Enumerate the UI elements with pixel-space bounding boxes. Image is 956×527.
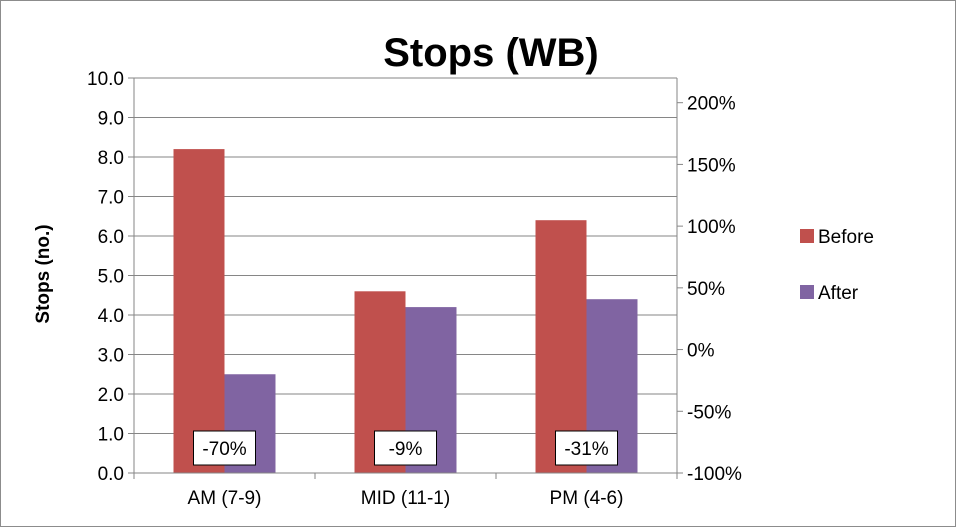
legend-swatch-after [800, 285, 814, 299]
percent-change-label: -9% [389, 439, 423, 460]
y-tick-label: 1.0 [98, 425, 124, 446]
plot-area: 0.0 1.0 2.0 3.0 4.0 5.0 6.0 7.0 8.0 9.0 10.0 -100% -… [87, 69, 742, 509]
legend: Before After [800, 227, 874, 304]
y-tick-label: 8.0 [98, 148, 124, 169]
percent-change-box [193, 430, 256, 466]
percent-change-label: -70% [202, 439, 246, 460]
y-tick-label: 5.0 [98, 267, 124, 288]
legend-label-before: Before [818, 227, 874, 248]
y-tick-label: 4.0 [98, 306, 124, 327]
secondary-y-tick-label: -50% [687, 402, 731, 423]
secondary-y-tick-label: -100% [687, 464, 742, 485]
secondary-y-tick-label: 150% [687, 155, 736, 176]
secondary-y-tick-label: 200% [687, 94, 736, 115]
secondary-y-tick-label: 100% [687, 217, 736, 238]
y-tick-label: 3.0 [98, 346, 124, 367]
x-tick-label: PM (4-6) [550, 488, 624, 509]
x-tick-label: AM (7-9) [188, 488, 262, 509]
y-tick-label: 2.0 [98, 385, 124, 406]
percent-change-box [555, 430, 618, 466]
legend-label-after: After [818, 283, 859, 304]
y-tick-label: 7.0 [98, 188, 124, 209]
y-axis-title: Stops (no.) [33, 224, 54, 323]
secondary-y-tick-label: 50% [687, 279, 725, 300]
percent-change-box [374, 430, 437, 466]
x-tick-label: MID (11-1) [361, 488, 450, 509]
percent-change-label: -31% [564, 439, 608, 460]
bar-before [173, 149, 225, 473]
y-tick-label: 10.0 [87, 69, 124, 90]
legend-swatch-before [800, 229, 814, 243]
secondary-y-tick-label: 0% [687, 341, 715, 362]
chart-title: Stops (WB) [383, 31, 599, 75]
y-tick-label: 0.0 [98, 464, 124, 485]
y-tick-label: 6.0 [98, 227, 124, 248]
y-tick-label: 9.0 [98, 109, 124, 130]
